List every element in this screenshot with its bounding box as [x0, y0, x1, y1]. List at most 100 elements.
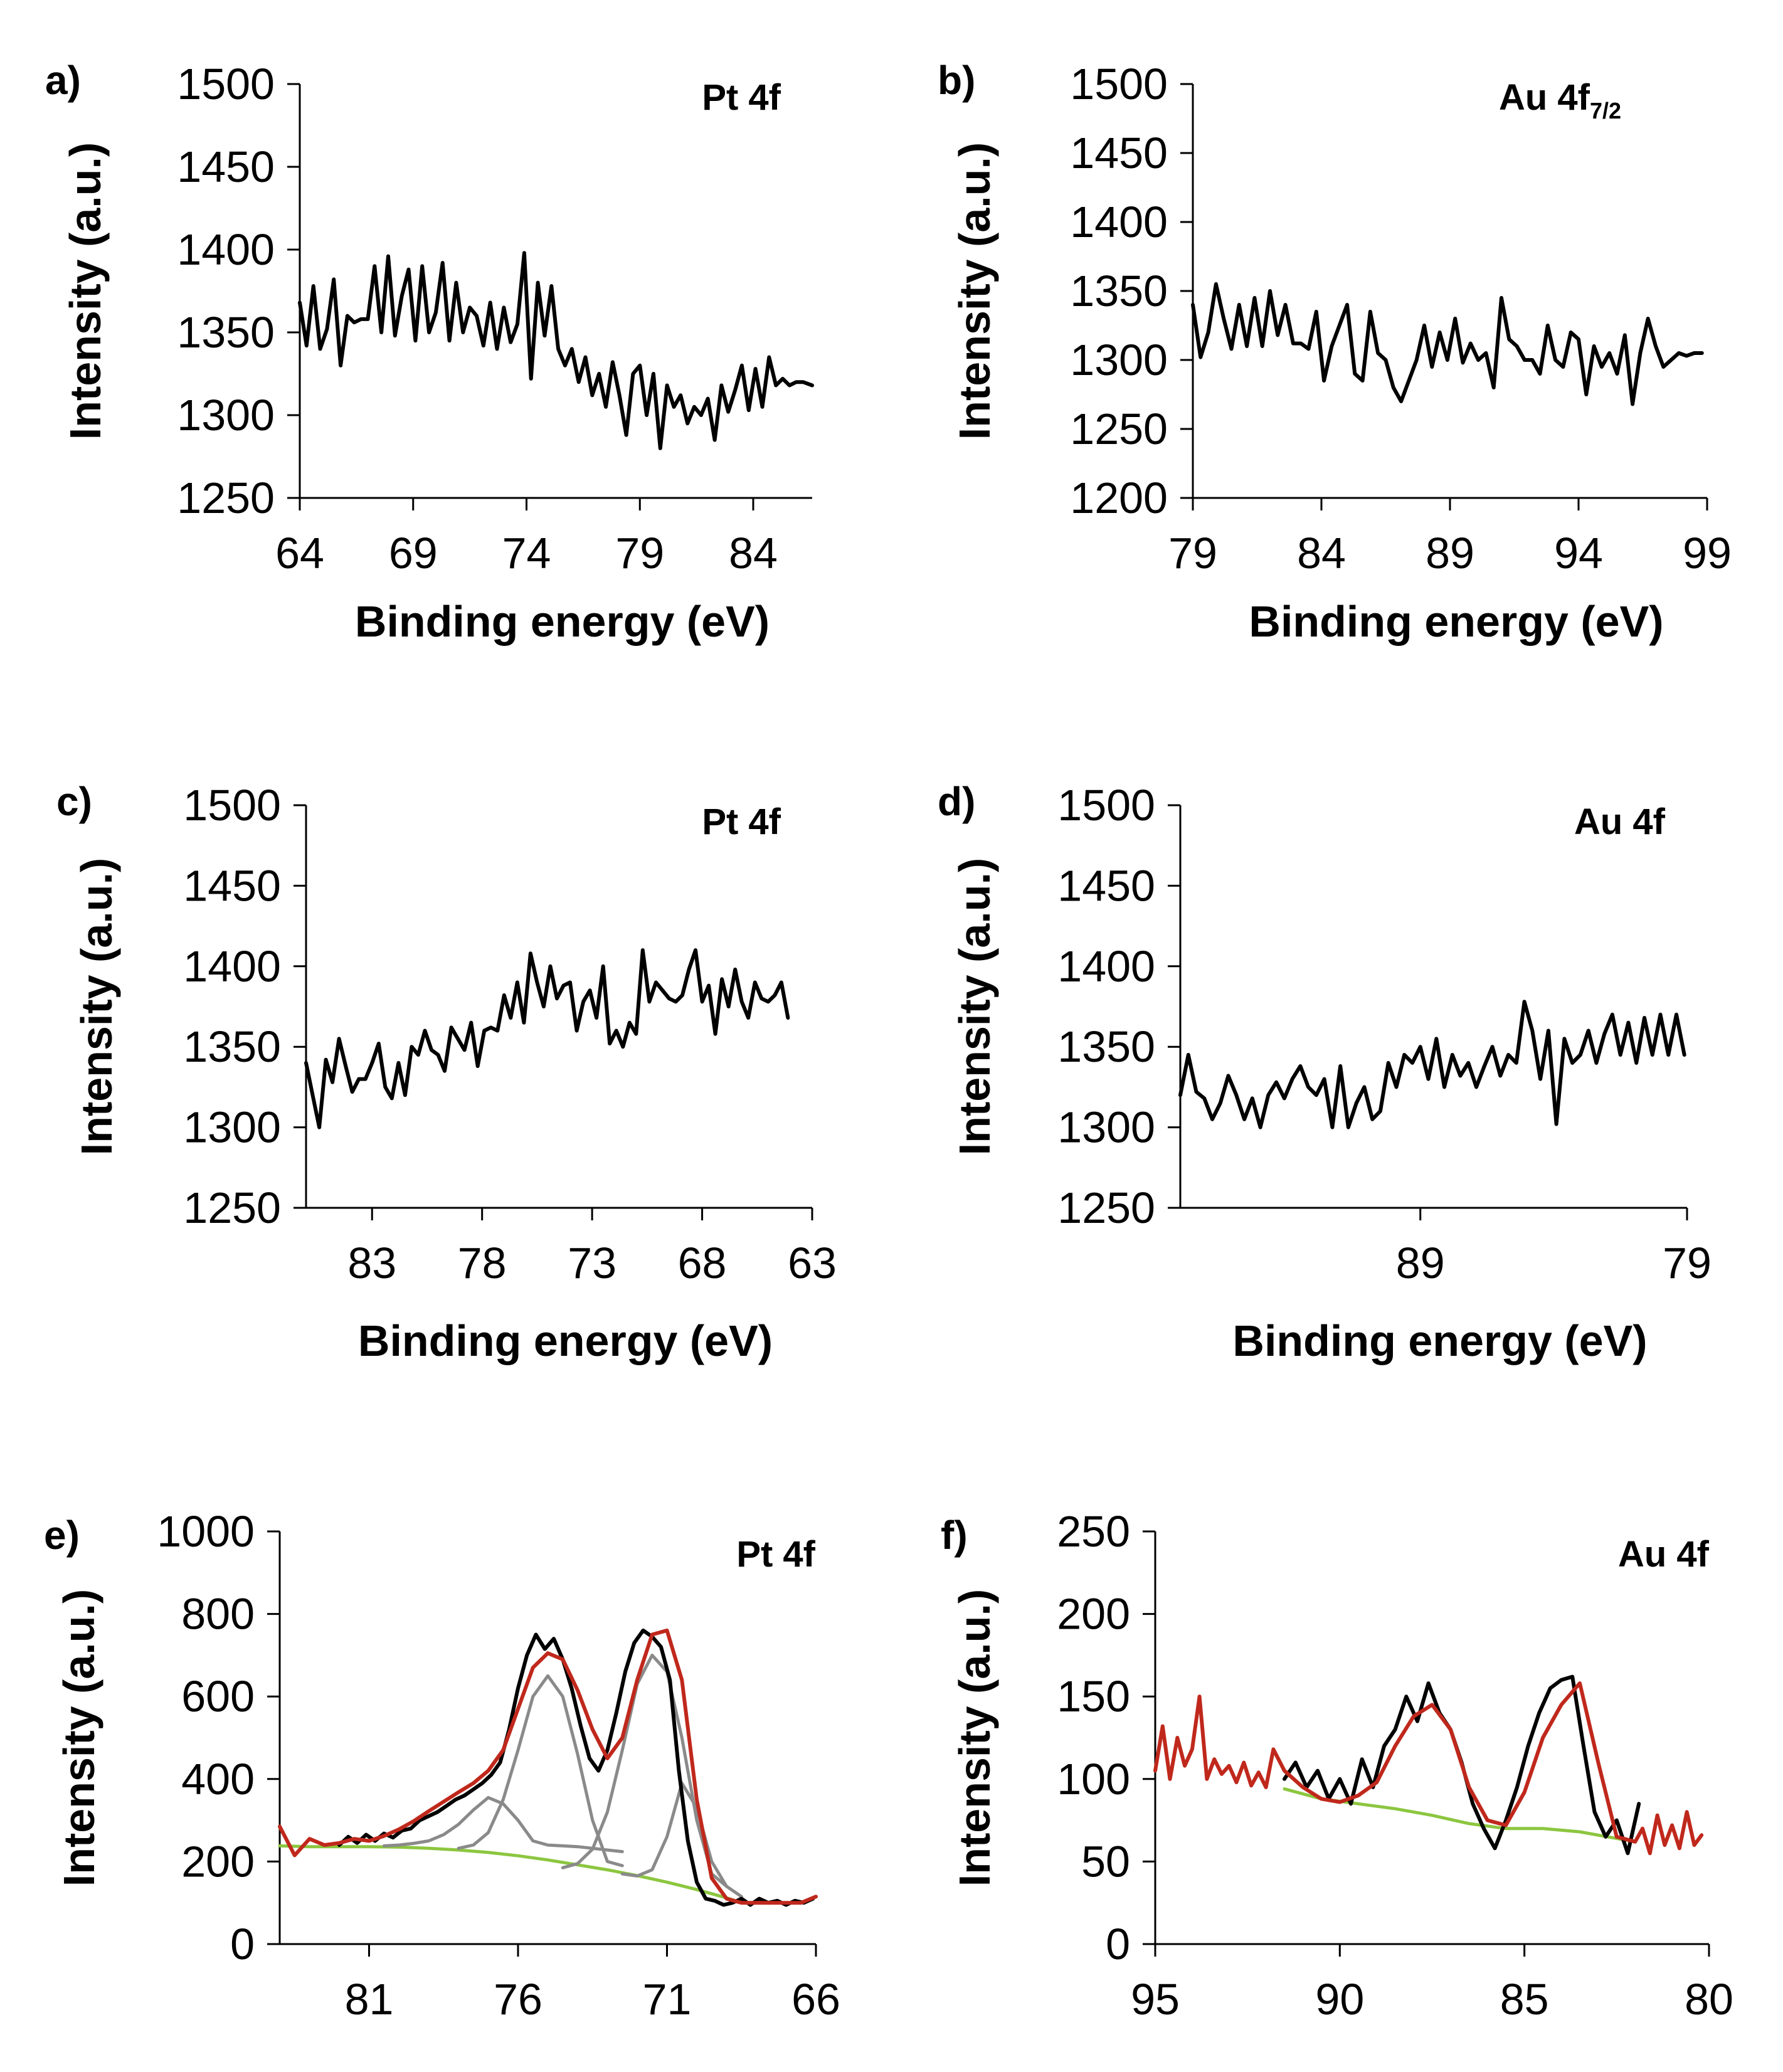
panel-title-text: Au 4f [1499, 77, 1590, 118]
x-tick-label: 68 [678, 1239, 727, 1287]
y-tick-label: 1350 [1070, 267, 1168, 315]
x-tick-label: 81 [345, 1975, 394, 2024]
chart-panel-a: 1250 1300 1350 1400 1450 1500 64 69 74 79 84 a) Pt 4… [45, 58, 814, 646]
x-tick-label: 90 [1315, 1975, 1364, 2024]
y-axis-title: Intensity (a.u.) [55, 1589, 103, 1886]
y-tick-label: 1500 [1057, 781, 1155, 830]
y-tick-label: 200 [181, 1837, 255, 1886]
chart-panel-f: 0 50 100 150 200 250 95 90 85 80 f) Au 4f Intensity … [941, 1507, 1733, 2024]
panel-title-text: Pt 4f [702, 801, 781, 842]
x-tick-label: 83 [347, 1239, 396, 1287]
y-tick-label: 1300 [177, 391, 275, 440]
y-tick-label: 1300 [1070, 336, 1168, 384]
y-tick-label: 1400 [183, 942, 281, 991]
x-tick-label: 84 [729, 529, 778, 578]
x-tick-label: 64 [275, 529, 324, 578]
y-tick-label: 50 [1081, 1837, 1130, 1886]
y-tick-label: 1000 [157, 1507, 255, 1556]
series-line-data [1191, 282, 1704, 406]
y-tick-label: 600 [181, 1672, 255, 1721]
x-axis-title: Binding energy (eV) [1232, 1316, 1647, 1365]
x-tick-label: 89 [1396, 1239, 1445, 1287]
panel-letter: e) [44, 1513, 80, 1558]
y-tick-label: 800 [181, 1590, 255, 1639]
panel-title: Pt 4f [702, 77, 781, 118]
y-axis-title: Intensity (a.u.) [950, 858, 999, 1155]
y-axis-title: Intensity (a.u.) [950, 1589, 999, 1886]
panel-title-text: Au 4f [1618, 1534, 1710, 1575]
y-tick-label: 1300 [1057, 1103, 1155, 1152]
y-tick-label: 1450 [183, 861, 281, 910]
series-line-component [457, 1674, 624, 1868]
x-tick-label: 66 [791, 1975, 840, 2024]
y-tick-label: 1500 [1070, 60, 1168, 108]
panel-title: Pt 4f [736, 1534, 815, 1575]
x-tick-label: 69 [389, 529, 438, 578]
series-line-component [561, 1653, 728, 1888]
y-tick-label: 0 [230, 1920, 255, 1969]
y-tick-label: 1400 [1070, 198, 1168, 246]
x-tick-label: 80 [1685, 1975, 1733, 2024]
x-tick-label: 63 [788, 1239, 837, 1287]
chart-panel-b: 1200 1250 1300 1350 1400 1450 1500 79 84 89 94 99 b)… [938, 58, 1732, 646]
y-tick-label: 1400 [1057, 942, 1155, 991]
y-tick-label: 1300 [183, 1103, 281, 1152]
panel-title-text: Pt 4f [736, 1534, 815, 1575]
x-tick-label: 71 [643, 1975, 692, 2024]
series-line-data [298, 251, 814, 450]
panel-letter: a) [45, 58, 81, 103]
y-tick-label: 1350 [183, 1022, 281, 1071]
x-tick-label: 78 [458, 1239, 507, 1287]
y-tick-label: 1250 [177, 473, 275, 522]
y-tick-label: 1500 [177, 60, 275, 108]
panel-letter: c) [56, 779, 92, 824]
y-tick-label: 1500 [183, 781, 281, 830]
y-axis-title: Intensity (a.u.) [61, 142, 110, 440]
y-axis-title: Intensity (a.u.) [950, 142, 999, 440]
y-tick-label: 1250 [1057, 1183, 1155, 1232]
panel-letter: b) [938, 58, 975, 103]
x-tick-label: 94 [1554, 529, 1603, 578]
y-tick-label: 0 [1106, 1920, 1130, 1969]
y-tick-label: 1200 [1070, 473, 1168, 522]
series-line-data [304, 948, 790, 1129]
y-tick-label: 1450 [177, 142, 275, 191]
series-line-data [1178, 1000, 1686, 1129]
chart-panel-d: 1250 1300 1350 1400 1450 1500 89 79 d) Au 4f Inten… [938, 779, 1712, 1365]
y-tick-label: 1450 [1057, 861, 1155, 910]
x-tick-label: 85 [1500, 1975, 1549, 2024]
x-axis-title: Binding energy (eV) [1249, 597, 1663, 646]
y-tick-label: 400 [181, 1755, 255, 1804]
y-tick-label: 1350 [177, 308, 275, 357]
panel-title-subscript: 7/2 [1590, 98, 1621, 124]
x-tick-label: 74 [502, 529, 551, 578]
series-line-fit [1153, 1681, 1704, 1856]
panel-title: Au 4f7/2 [1499, 77, 1621, 124]
panel-title: Au 4f [1574, 801, 1666, 842]
x-axis-title: Binding energy (eV) [358, 1316, 773, 1365]
y-tick-label: 200 [1057, 1590, 1130, 1639]
chart-panel-e: 0 200 400 600 800 1000 81 76 71 66 e) Pt 4f Intensit… [44, 1507, 840, 2024]
y-tick-label: 150 [1057, 1672, 1130, 1721]
panel-title-text: Pt 4f [702, 77, 781, 118]
y-tick-label: 100 [1057, 1755, 1130, 1804]
x-tick-label: 84 [1297, 529, 1346, 578]
x-tick-label: 73 [568, 1239, 616, 1287]
y-axis-title: Intensity (a.u.) [72, 858, 121, 1155]
x-axis-title: Binding energy (eV) [355, 597, 770, 646]
x-tick-label: 79 [1168, 529, 1217, 578]
x-tick-label: 79 [1663, 1239, 1712, 1287]
y-tick-label: 250 [1057, 1507, 1130, 1556]
panel-title: Pt 4f [702, 801, 781, 842]
y-tick-label: 1400 [177, 225, 275, 274]
series-line-fit [278, 1628, 818, 1905]
series-line-component [382, 1795, 624, 1854]
chart-panel-c: 1250 1300 1350 1400 1450 1500 83 78 73 68 63 c) Pt 4… [56, 779, 837, 1365]
panel-title: Au 4f [1618, 1534, 1710, 1575]
x-tick-label: 99 [1683, 529, 1732, 578]
panel-letter: d) [938, 779, 975, 824]
y-tick-label: 1450 [1070, 129, 1168, 177]
x-tick-label: 79 [615, 529, 664, 578]
